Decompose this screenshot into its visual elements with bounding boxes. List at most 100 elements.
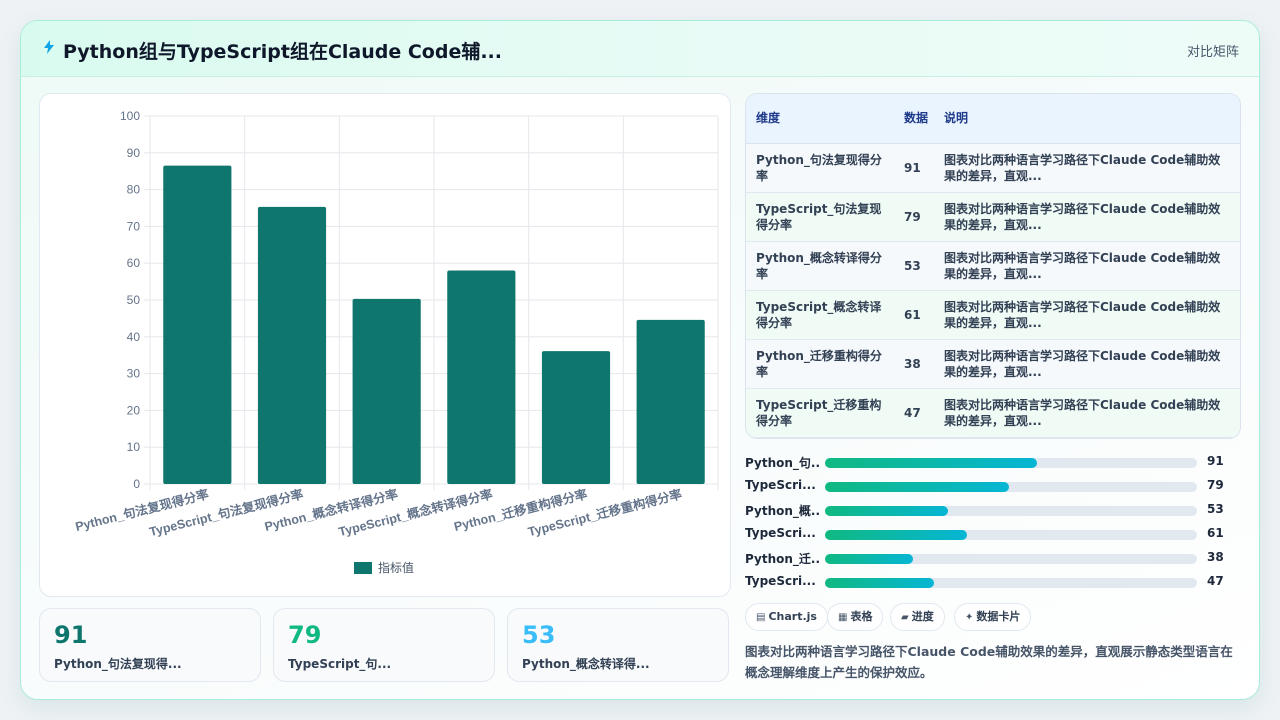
- y-tick-label: 60: [127, 256, 141, 270]
- bar: [636, 319, 705, 484]
- lightning-icon: [44, 40, 54, 54]
- progress-fill: [825, 578, 935, 588]
- y-tick-label: 100: [120, 109, 140, 123]
- chip-data-cards[interactable]: ✦ 数据卡片: [954, 603, 1032, 631]
- chip-progress[interactable]: ▰ 进度: [890, 603, 945, 631]
- table-row: Python_概念转译得分率 53 图表对比两种语言学习路径下Claude Co…: [746, 241, 1240, 291]
- table-row: TypeScript_迁移重构得分率 47 图表对比两种语言学习路径下Claud…: [746, 388, 1240, 438]
- y-tick-label: 20: [127, 403, 141, 417]
- y-tick-label: 0: [133, 477, 140, 491]
- table-cell-dimension: Python_句法复现得分率: [746, 143, 894, 193]
- y-tick-label: 30: [127, 367, 141, 381]
- y-tick-label: 50: [127, 293, 141, 307]
- progress-fill: [825, 506, 948, 516]
- table-cell-description: 图表对比两种语言学习路径下Claude Code辅助效果的差异，直观...: [934, 192, 1240, 242]
- progress-value: 38: [1207, 550, 1224, 564]
- kpi-value: 79: [288, 621, 322, 649]
- progress-row: TypeScri... 47: [745, 573, 1241, 591]
- chip-label: 数据卡片: [976, 610, 1021, 623]
- progress-track: [825, 578, 1197, 588]
- bar: [257, 206, 327, 484]
- header-subtitle: 对比矩阵: [1186, 45, 1239, 60]
- progress-row: Python_迁... 38: [745, 549, 1241, 567]
- y-tick-label: 10: [127, 440, 141, 454]
- table-cell-dimension: TypeScript_迁移重构得分率: [746, 388, 894, 438]
- table-cell-description: 图表对比两种语言学习路径下Claude Code辅助效果的差异，直观...: [934, 143, 1240, 193]
- progress-value: 61: [1207, 526, 1224, 540]
- chip-label: 表格: [850, 610, 873, 623]
- progress-row: Python_句... 91: [745, 453, 1241, 471]
- table-row: TypeScript_概念转译得分率 61 图表对比两种语言学习路径下Claud…: [746, 290, 1240, 340]
- progress-track: [825, 482, 1197, 492]
- table-row: Python_迁移重构得分率 38 图表对比两种语言学习路径下Claude Co…: [746, 339, 1240, 389]
- progress-icon: ▰: [901, 612, 909, 623]
- y-tick-label: 40: [127, 330, 141, 344]
- kpi-card-2: 79 TypeScript_句...: [273, 608, 495, 682]
- kpi-value: 91: [54, 621, 88, 649]
- y-tick-label: 80: [127, 183, 141, 197]
- progress-track: [825, 506, 1197, 516]
- sparkle-icon: ✦: [965, 612, 974, 623]
- column-header-dimension: 维度: [746, 94, 894, 144]
- progress-row: TypeScri... 61: [745, 525, 1241, 543]
- bar-chart: 0102030405060708090100Python_句法复现得分率Type…: [74, 109, 719, 575]
- kpi-value: 53: [522, 621, 556, 649]
- progress-track: [825, 530, 1197, 540]
- kpi-label: TypeScript_句...: [288, 657, 392, 671]
- y-tick-label: 70: [127, 219, 141, 233]
- progress-label: Python_句...: [745, 456, 821, 470]
- progress-value: 91: [1207, 454, 1224, 468]
- progress-fill: [825, 458, 1038, 468]
- column-header-data: 数据: [894, 94, 934, 144]
- table-cell-description: 图表对比两种语言学习路径下Claude Code辅助效果的差异，直观...: [934, 290, 1240, 340]
- x-tick-label: TypeScript_句法复现得分率: [148, 486, 306, 539]
- progress-row: TypeScri... 79: [745, 477, 1241, 495]
- table-cell-description: 图表对比两种语言学习路径下Claude Code辅助效果的差异，直观...: [934, 339, 1240, 389]
- table-cell-value: 53: [894, 241, 934, 291]
- table-cell-value: 47: [894, 388, 934, 438]
- chip-chartjs[interactable]: ▤ Chart.js: [745, 603, 828, 631]
- summary-text: 图表对比两种语言学习路径下Claude Code辅助效果的差异，直观展示静态类型…: [745, 644, 1233, 680]
- table-cell-dimension: TypeScript_概念转译得分率: [746, 290, 894, 340]
- table-cell-value: 79: [894, 192, 934, 242]
- progress-label: TypeScri...: [745, 574, 816, 588]
- legend-label: 指标值: [378, 560, 414, 575]
- table-icon: ▦: [838, 612, 848, 623]
- table-row: TypeScript_句法复现得分率 79 图表对比两种语言学习路径下Claud…: [746, 192, 1240, 242]
- progress-track: [825, 554, 1197, 564]
- column-header-description: 说明: [934, 94, 1240, 144]
- bar: [163, 165, 232, 484]
- table-cell-value: 38: [894, 339, 934, 389]
- kpi-card-1: 91 Python_句法复现得...: [39, 608, 261, 682]
- kpi-label: Python_句法复现得...: [54, 657, 182, 671]
- progress-fill: [825, 530, 968, 540]
- progress-label: TypeScri...: [745, 478, 816, 492]
- table-header-row: 维度 数据 说明: [746, 94, 1240, 144]
- chip-table[interactable]: ▦ 表格: [827, 603, 884, 631]
- legend-swatch: [354, 562, 372, 574]
- chip-label: Chart.js: [768, 610, 817, 623]
- data-table-panel: 维度 数据 说明 Python_句法复现得分率 91 图表对比两种语言学习路径下…: [745, 93, 1241, 439]
- table-cell-dimension: Python_迁移重构得分率: [746, 339, 894, 389]
- x-tick-label: TypeScript_概念转译得分率: [337, 486, 495, 539]
- table-cell-dimension: Python_概念转译得分率: [746, 241, 894, 291]
- progress-fill: [825, 554, 914, 564]
- bar-chart-panel: 0 10 20 30 40 50 60 70 80 90 100 Python_句法复现得分率 Type…: [39, 93, 731, 597]
- progress-row: Python_概... 53: [745, 501, 1241, 519]
- bar: [352, 298, 421, 484]
- progress-value: 47: [1207, 574, 1224, 588]
- table-cell-description: 图表对比两种语言学习路径下Claude Code辅助效果的差异，直观...: [934, 241, 1240, 291]
- table-cell-value: 61: [894, 290, 934, 340]
- table-cell-dimension: TypeScript_句法复现得分率: [746, 192, 894, 242]
- kpi-card-3: 53 Python_概念转译得...: [507, 608, 729, 682]
- progress-track: [825, 458, 1197, 468]
- progress-label: TypeScri...: [745, 526, 816, 540]
- progress-label: Python_迁...: [745, 552, 821, 566]
- bar: [447, 270, 516, 484]
- data-table: 维度 数据 说明 Python_句法复现得分率 91 图表对比两种语言学习路径下…: [746, 94, 1240, 438]
- table-cell-value: 91: [894, 143, 934, 193]
- bar: [541, 351, 611, 484]
- chart-icon: ▤: [756, 612, 766, 623]
- progress-value: 53: [1207, 502, 1224, 516]
- table-cell-description: 图表对比两种语言学习路径下Claude Code辅助效果的差异，直观...: [934, 388, 1240, 438]
